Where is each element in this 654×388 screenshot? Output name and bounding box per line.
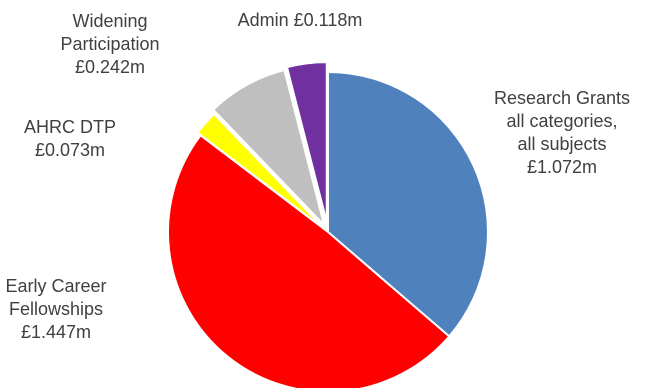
pie-label-line: Research Grants bbox=[494, 88, 630, 108]
pie-label-widening-participation: Widening Participation £0.242m bbox=[60, 11, 159, 77]
pie-label-line: £0.073m bbox=[35, 140, 105, 160]
pie-label-line: £1.072m bbox=[527, 157, 597, 177]
pie-label-line: Widening bbox=[72, 11, 147, 31]
pie-label-ahrc-dtp: AHRC DTP £0.073m bbox=[24, 117, 116, 160]
pie-label-line: all subjects bbox=[517, 134, 606, 154]
pie-slice-early-career-fellowships bbox=[167, 134, 451, 388]
pie-slice-research-grants-all-categories-all-subjects bbox=[327, 71, 489, 338]
pie-slice-ahrc-dtp bbox=[196, 113, 327, 231]
pie-label-line: Fellowships bbox=[9, 299, 103, 319]
pie-label-admin: Admin £0.118m bbox=[238, 10, 363, 30]
pie-label-line: Participation bbox=[60, 34, 159, 54]
pie-slices bbox=[167, 61, 489, 388]
pie-label-research-grants-all-categories-all-subjects: Research Grants all categories, all subjec… bbox=[494, 88, 630, 177]
pie-slice-admin bbox=[285, 61, 328, 224]
pie-label-line: Admin £0.118m bbox=[238, 10, 363, 30]
pie-label-line: £0.242m bbox=[75, 57, 145, 77]
pie-label-line: £1.447m bbox=[21, 322, 91, 342]
pie-label-early-career-fellowships: Early Career Fellowships £1.447m bbox=[5, 276, 106, 342]
pie-label-line: Early Career bbox=[5, 276, 106, 296]
pie-label-line: AHRC DTP bbox=[24, 117, 116, 137]
pie-label-line: all categories, bbox=[506, 111, 617, 131]
pie-labels: Research Grants all categories, all subjec… bbox=[5, 10, 630, 342]
pie-slice-widening-participation bbox=[212, 69, 326, 227]
